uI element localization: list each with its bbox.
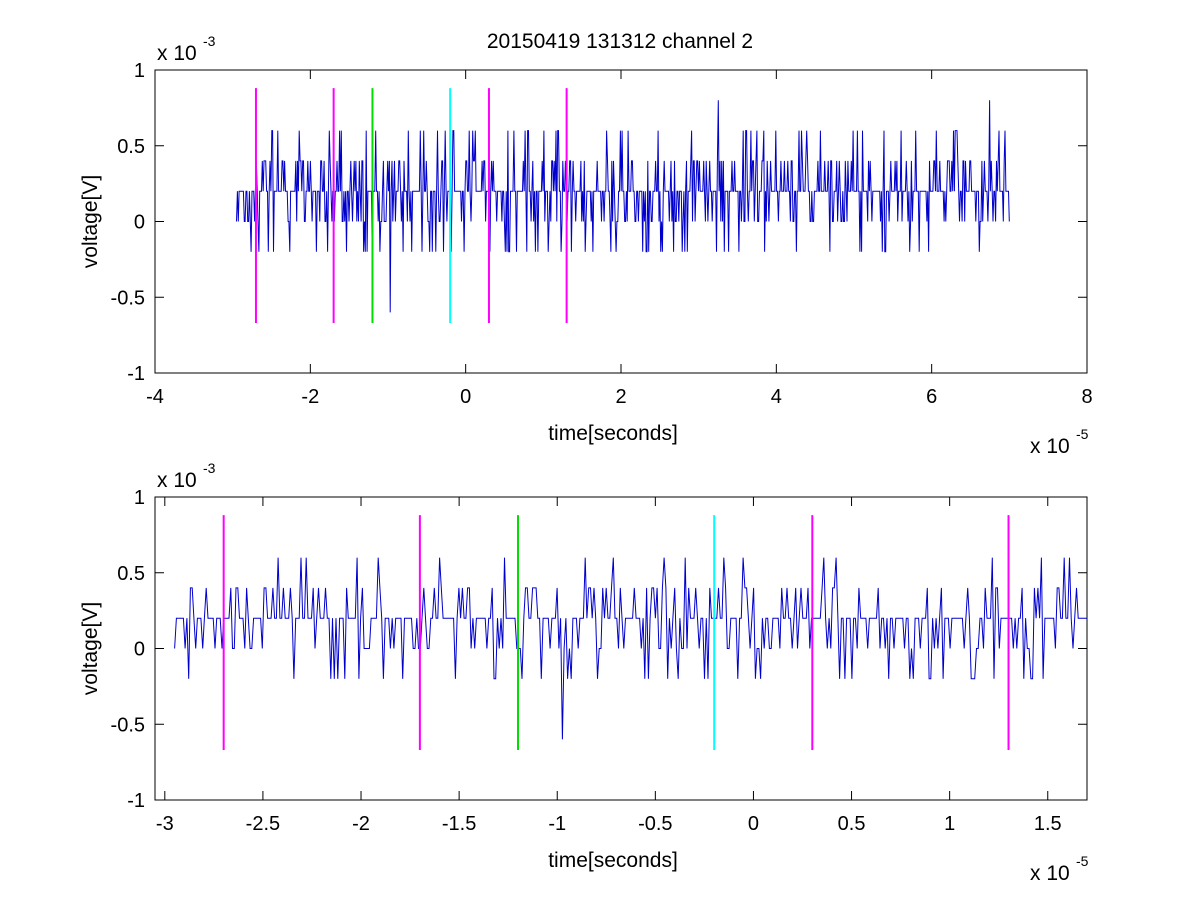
y-tick-label: -0.5 [111, 287, 145, 309]
signal-trace [236, 100, 1010, 313]
x-multiplier-exponent: -5 [1076, 426, 1089, 442]
x-axis-label: time[seconds] [548, 849, 678, 872]
x-tick-label: 8 [1081, 386, 1092, 408]
x-multiplier: x 10 [1030, 435, 1070, 458]
x-tick-label: -2.5 [246, 813, 280, 835]
signal-trace [174, 557, 1087, 740]
y-multiplier-exponent: -3 [203, 33, 216, 49]
y-tick-label: 0 [134, 639, 145, 661]
x-axis-label: time[seconds] [548, 422, 678, 445]
x-multiplier-exponent: -5 [1076, 853, 1089, 869]
y-multiplier-exponent: -3 [203, 460, 216, 476]
y-tick-label: -0.5 [111, 714, 145, 736]
y-multiplier: x 10 [157, 42, 197, 65]
y-tick-label: -1 [127, 363, 145, 385]
x-tick-label: 0.5 [838, 813, 866, 835]
y-tick-label: 1 [134, 487, 145, 509]
y-tick-label: 0.5 [117, 136, 145, 158]
y-tick-label: 0.5 [117, 563, 145, 585]
bottom-subplot: -3 -2.5 -2 -1.5 -1 -0.5 0 0.5 1 1.5 -1 -0.5 0 0.5 1 tim… [79, 460, 1089, 885]
y-multiplier: x 10 [157, 469, 197, 492]
x-tick-label: 2 [615, 386, 626, 408]
y-tick-label: -1 [127, 790, 145, 812]
x-multiplier: x 10 [1030, 862, 1070, 885]
x-tick-label: -2 [352, 813, 370, 835]
y-axis-label: voltage[V] [79, 175, 102, 268]
x-tick-label: -1.5 [442, 813, 476, 835]
x-tick-label: 1 [944, 813, 955, 835]
x-tick-label: -2 [301, 386, 319, 408]
y-tick-label: 0 [134, 212, 145, 234]
top-subplot: -4 -2 0 2 4 6 8 -1 -0.5 0 0.5 1 time[seconds] voltage… [79, 33, 1093, 458]
x-tick-label: 6 [926, 386, 937, 408]
x-tick-label: -1 [548, 813, 566, 835]
x-tick-label: -4 [146, 386, 164, 408]
x-tick-label: 0 [460, 386, 471, 408]
y-tick-label: 1 [134, 60, 145, 82]
x-tick-label: 1.5 [1034, 813, 1062, 835]
x-tick-label: -0.5 [638, 813, 672, 835]
x-tick-label: 0 [748, 813, 759, 835]
x-tick-label: 4 [771, 386, 782, 408]
x-tick-label: -3 [156, 813, 174, 835]
y-axis-label: voltage[V] [79, 602, 102, 695]
figure-title: 20150419 131312 channel 2 [487, 30, 753, 53]
